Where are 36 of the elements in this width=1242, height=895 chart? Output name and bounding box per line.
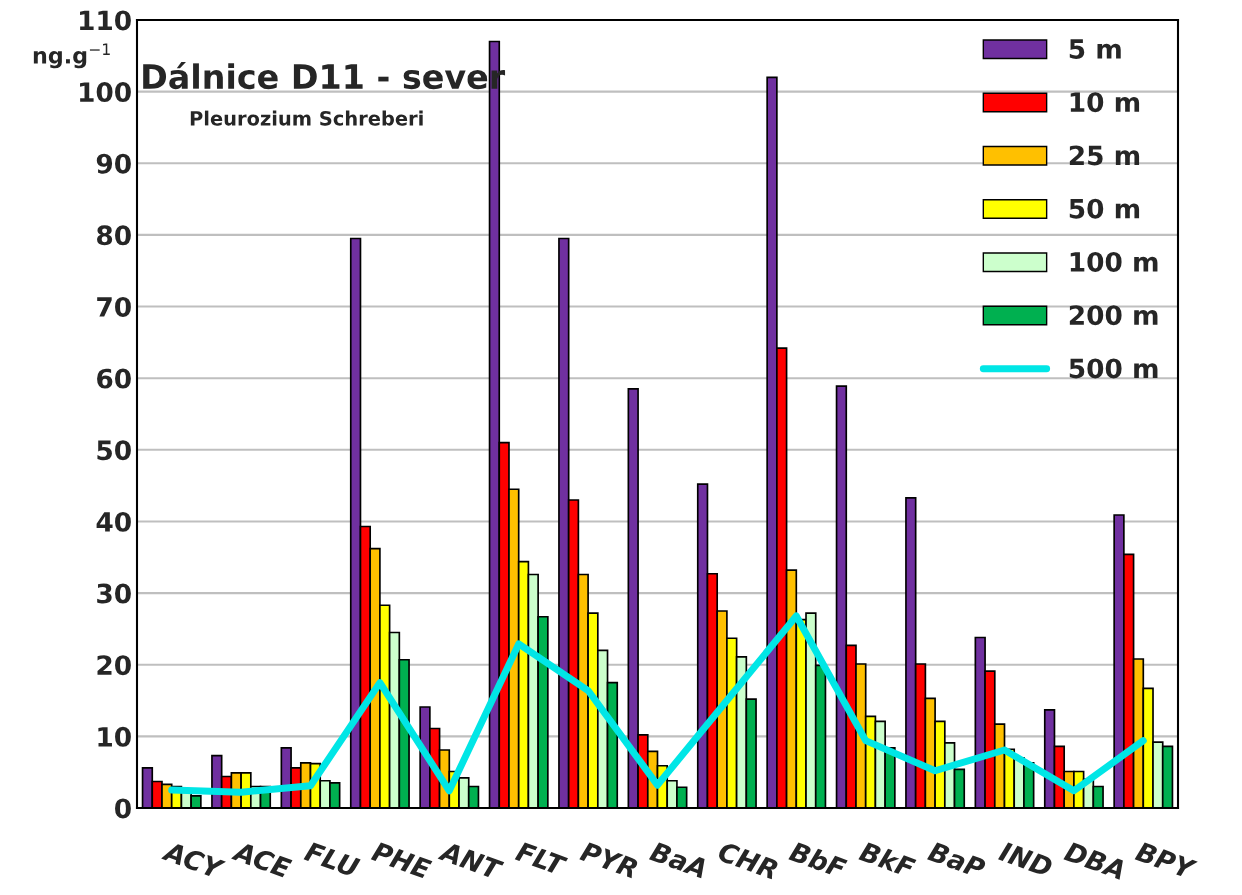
y-tick-label: 30 bbox=[97, 583, 131, 604]
y-axis-title: ng.g$^{−1}$ bbox=[33, 43, 110, 69]
x-tick-label: FLU bbox=[303, 841, 361, 878]
legend-label: 5 m bbox=[1069, 39, 1121, 59]
y-tick-label: 80 bbox=[97, 225, 131, 246]
y-tick-label: 0 bbox=[115, 798, 131, 819]
x-tick-label: ACE bbox=[230, 840, 293, 879]
x-tick-label: BaP bbox=[926, 841, 987, 879]
y-tick-label: 100 bbox=[80, 82, 131, 103]
x-tick-label: BaA bbox=[648, 841, 708, 879]
x-tick-label: BbF bbox=[788, 840, 848, 879]
x-tick-label: ACY bbox=[161, 840, 227, 881]
x-tick-label: DBA bbox=[1063, 841, 1127, 880]
legend-label: 10 m bbox=[1070, 92, 1140, 113]
y-tick-label: 50 bbox=[97, 440, 131, 461]
legend-label: 50 m bbox=[1069, 198, 1140, 219]
y-tick-label: 90 bbox=[96, 153, 131, 174]
legend-label: 200 m bbox=[1069, 305, 1158, 326]
y-tick-label: 10 bbox=[98, 726, 131, 747]
y-tick-label: 60 bbox=[97, 368, 131, 389]
y-tick-label: 40 bbox=[96, 511, 131, 532]
x-tick-label: BkF bbox=[858, 840, 917, 879]
legend-label: 500 m bbox=[1069, 358, 1158, 379]
legend-label: 100 m bbox=[1070, 251, 1158, 272]
x-tick-label: BPY bbox=[1134, 841, 1198, 880]
x-tick-label: ANT bbox=[437, 840, 505, 881]
x-tick-label: IND bbox=[998, 841, 1054, 878]
text: Pleurozium Schreberi bbox=[190, 110, 423, 126]
y-tick-label: 110 bbox=[80, 10, 131, 31]
x-tick-label: FLT bbox=[514, 841, 569, 877]
x-tick-label: PYR bbox=[579, 841, 639, 879]
x-tick-label: PHE bbox=[370, 841, 433, 880]
y-tick-label: 20 bbox=[97, 655, 131, 676]
legend-label: 25 m bbox=[1069, 145, 1140, 166]
x-tick-label: CHR bbox=[716, 841, 779, 880]
y-tick-label: 70 bbox=[97, 296, 131, 317]
